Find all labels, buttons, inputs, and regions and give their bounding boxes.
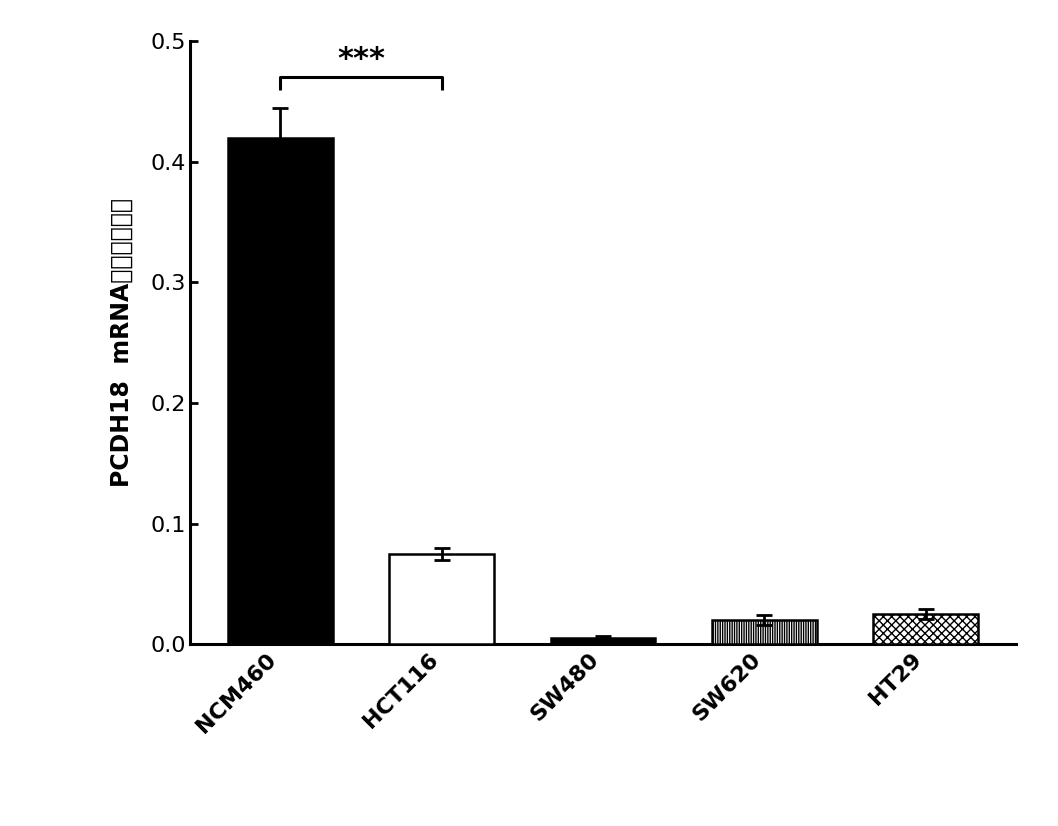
Y-axis label: PCDH18  mRNA的相对表达量: PCDH18 mRNA的相对表达量 [109,198,133,487]
Bar [389,554,494,644]
Bar [550,638,656,644]
Bar [873,615,979,644]
Bar [712,620,817,644]
Text: ***: *** [338,45,385,74]
Bar [227,138,333,644]
